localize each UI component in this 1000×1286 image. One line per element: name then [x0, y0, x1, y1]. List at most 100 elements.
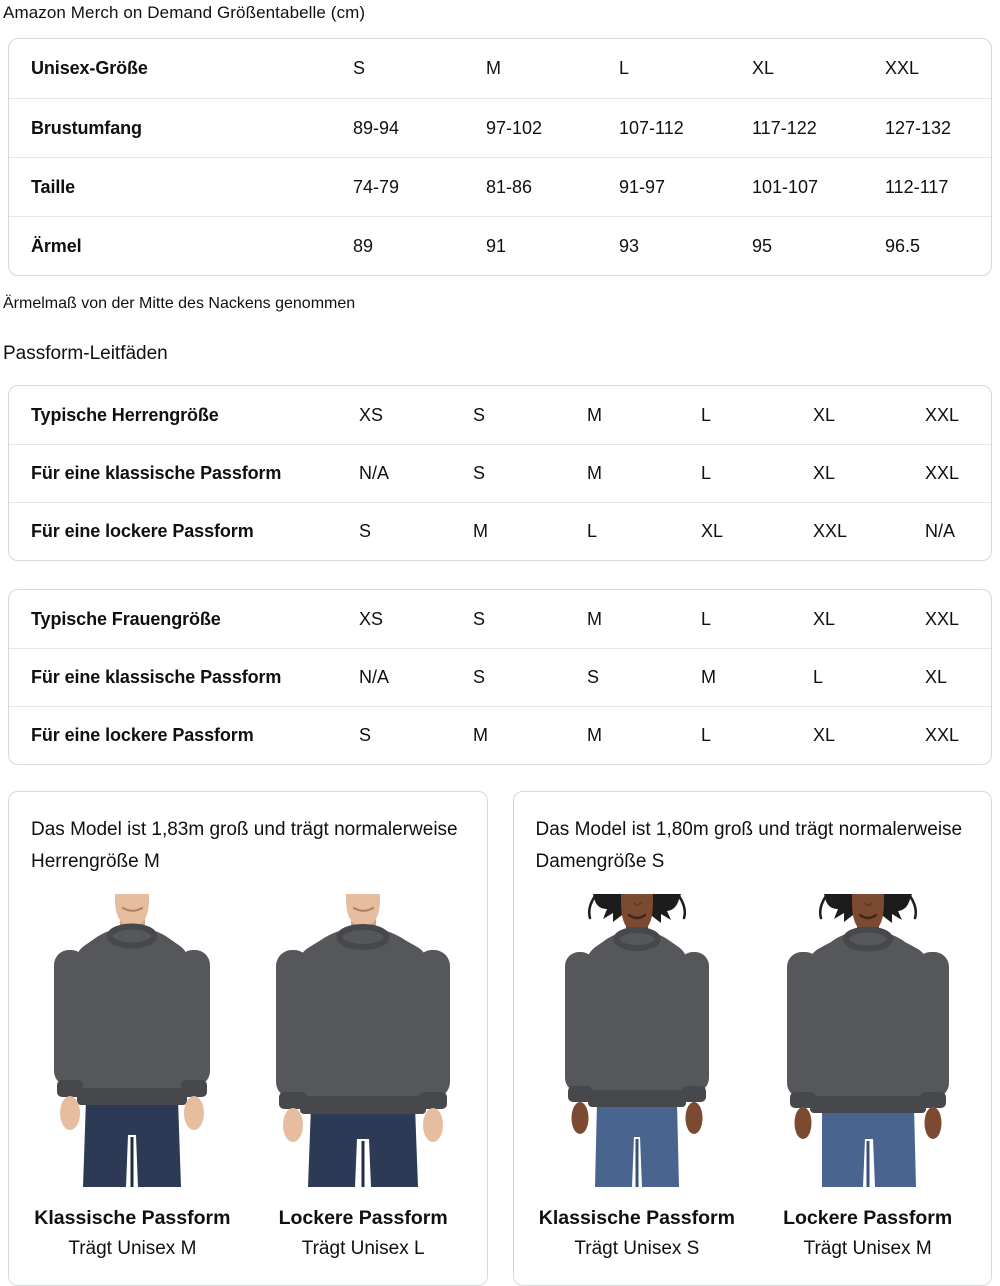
- cuff-graphic: [681, 1086, 706, 1102]
- jeans-graphic: [308, 1106, 419, 1187]
- size-cell: S: [359, 521, 372, 541]
- size-cell: XL: [701, 521, 724, 541]
- women-fit-table: Typische Frauengröße XS S M L XL XXL Für…: [8, 589, 992, 765]
- size-cell: L: [587, 521, 598, 541]
- sweatshirt-graphic: [75, 927, 190, 1102]
- size-column-header: XL: [752, 58, 775, 78]
- female-model-card: Das Model ist 1,80m groß und trägt norma…: [512, 791, 992, 1286]
- size-cell: 112-117: [885, 176, 949, 197]
- size-cell: 101-107: [752, 176, 819, 197]
- collar-graphic: [336, 924, 390, 950]
- size-cell: N/A: [359, 667, 390, 687]
- card-description: Das Model ist 1,80m groß und trägt norma…: [535, 819, 963, 872]
- hand-graphic: [685, 1102, 703, 1134]
- size-cell: M: [473, 725, 488, 745]
- size-cell: N/A: [925, 521, 956, 541]
- sweatshirt-graphic: [298, 927, 429, 1110]
- model-photo-wrap: [522, 894, 753, 1187]
- nose-graphic: [863, 902, 873, 906]
- size-cell: 89: [353, 235, 374, 256]
- size-cell: M: [701, 667, 716, 687]
- cuff-graphic: [789, 1092, 816, 1108]
- row-label: Taille: [31, 176, 76, 197]
- figure-label: Lockere Passform Trägt Unisex L: [248, 1203, 479, 1265]
- size-cell: M: [587, 725, 602, 745]
- size-table-header-row: Unisex-Größe S M L XL XXL: [9, 39, 991, 98]
- size-cell: XS: [359, 608, 384, 629]
- cuff-graphic: [567, 1086, 592, 1102]
- row-label: Für eine lockere Passform: [31, 521, 254, 541]
- jeans-graphic: [594, 1102, 679, 1187]
- sleeve-measure-note: Ärmelmaß von der Mitte des Nackens genom…: [3, 295, 356, 312]
- figure-wears-label: Trägt Unisex L: [301, 1238, 425, 1259]
- size-column-header: L: [619, 58, 630, 78]
- male-model-classic-photo: [54, 894, 211, 1187]
- figure-fit-label: Lockere Passform: [783, 1207, 953, 1229]
- table-row: Ärmel 89 91 93 95 96.5: [9, 216, 991, 275]
- size-cell: 81-86: [486, 176, 533, 197]
- female-model-loose-photo: [786, 894, 949, 1187]
- row-label: Für eine klassische Passform: [31, 667, 282, 687]
- size-cell: XXL: [925, 463, 960, 483]
- hand-graphic: [924, 1107, 942, 1139]
- male-model-card: Das Model ist 1,83m groß und trägt norma…: [8, 791, 488, 1286]
- size-cell: N/A: [359, 463, 390, 483]
- size-cell: 96.5: [885, 235, 921, 256]
- size-cell: XXL: [813, 521, 848, 541]
- size-cell: 74-79: [353, 176, 400, 197]
- hair-twist-graphic: [587, 894, 686, 920]
- row-label: Unisex-Größe: [31, 58, 148, 78]
- size-cell: XS: [359, 404, 384, 425]
- fit-guides-heading: Passform-Leitfäden: [3, 343, 168, 364]
- female-model-classic-photo: [564, 894, 709, 1187]
- cuff-graphic: [57, 1080, 84, 1097]
- size-cell: L: [701, 608, 712, 629]
- hand-graphic: [283, 1108, 304, 1142]
- hem-graphic: [809, 1096, 926, 1113]
- size-cell: XL: [813, 608, 836, 629]
- collar-graphic: [107, 923, 158, 949]
- row-label: Typische Frauengröße: [31, 608, 221, 629]
- page-title: Amazon Merch on Demand Größentabelle (cm…: [3, 3, 366, 22]
- size-table: Unisex-Größe S M L XL XXL Brustumfang 89…: [8, 38, 992, 276]
- face-graphic: [851, 894, 884, 932]
- hem-graphic: [300, 1096, 427, 1114]
- table-row: Für eine klassische Passform N/A S S M L…: [9, 648, 991, 706]
- size-cell: XXL: [925, 725, 960, 745]
- size-cell: XL: [813, 404, 836, 425]
- figure-labels: Klassische Passform Trägt Unisex S Locke…: [522, 1203, 984, 1265]
- hand-graphic: [60, 1096, 81, 1130]
- men-fit-table: Typische Herrengröße XS S M L XL XXL Für…: [8, 385, 992, 561]
- hand-graphic: [794, 1107, 812, 1139]
- size-cell: 117-122: [752, 117, 817, 138]
- hand-graphic: [184, 1096, 205, 1130]
- size-cell: L: [701, 404, 712, 425]
- table-row: Für eine lockere Passform S M M L XL XXL: [9, 706, 991, 764]
- card-description: Das Model ist 1,83m groß und trägt norma…: [31, 819, 458, 872]
- collar-graphic: [613, 927, 661, 951]
- size-cell: M: [473, 521, 488, 541]
- size-column-header: S: [353, 58, 366, 78]
- cuff-graphic: [919, 1092, 946, 1108]
- figure-fit-label: Klassische Passform: [34, 1207, 231, 1229]
- row-label: Für eine klassische Passform: [31, 463, 282, 483]
- table-row: Für eine klassische Passform N/A S M L X…: [9, 444, 991, 502]
- figure-fit-label: Klassische Passform: [538, 1207, 735, 1229]
- table-row: Taille 74-79 81-86 91-97 101-107 112-117: [9, 157, 991, 216]
- sweatshirt-graphic: [585, 930, 688, 1104]
- row-label: Ärmel: [31, 235, 82, 256]
- hand-graphic: [423, 1108, 444, 1142]
- jeans-graphic: [83, 1100, 182, 1187]
- figure-wears-label: Trägt Unisex M: [68, 1238, 197, 1259]
- mouth-graphic: [122, 907, 144, 912]
- size-cell: L: [701, 463, 712, 483]
- cuff-graphic: [419, 1092, 448, 1109]
- figure-label: Klassische Passform Trägt Unisex S: [522, 1203, 753, 1265]
- size-cell: 89-94: [353, 117, 400, 138]
- size-cell: M: [587, 608, 602, 629]
- hem-graphic: [587, 1090, 686, 1107]
- table-row: Typische Herrengröße XS S M L XL XXL: [9, 386, 991, 444]
- size-cell: S: [359, 725, 372, 745]
- sweatshirt-graphic: [807, 930, 928, 1110]
- size-cell: 97-102: [486, 117, 543, 138]
